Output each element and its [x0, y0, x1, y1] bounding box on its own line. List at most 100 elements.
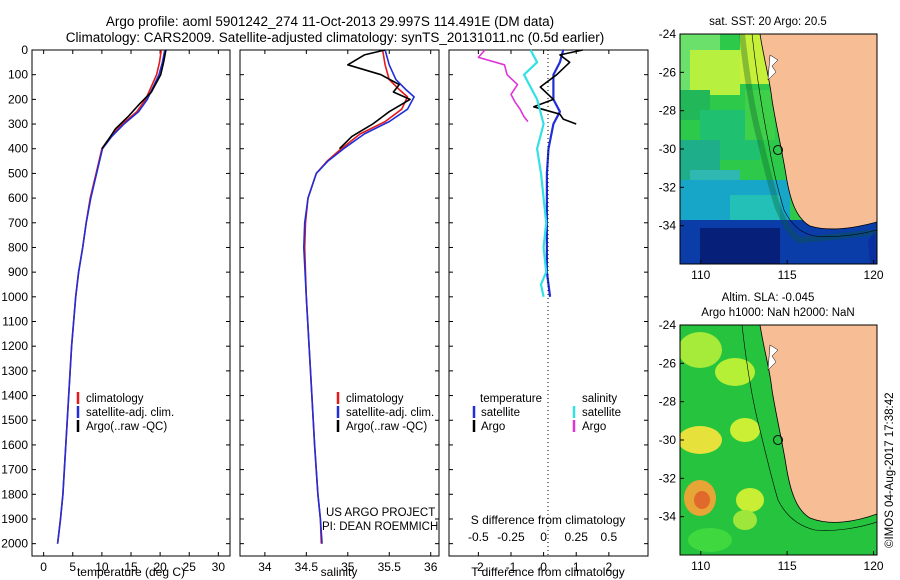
depth-tick-label: 400	[8, 142, 28, 156]
secondary-x-tick-label: 0	[540, 530, 547, 544]
depth-tick-label: 900	[8, 265, 28, 279]
legend-label-satellite-adj: satellite-adj. clim.	[86, 407, 174, 419]
series-line-satellite-adj-clim-	[56, 49, 166, 544]
x-tick-label: 2	[606, 560, 613, 574]
x-tick-label: 0	[540, 560, 547, 574]
legend-label-satellite-adj: satellite-adj. clim.	[346, 407, 434, 419]
x-tick-label: 1	[573, 560, 580, 574]
secondary-x-tick-label: -0.5	[468, 530, 489, 544]
legend-salinity-header: salinity	[582, 393, 617, 405]
series-line-climatology	[56, 49, 163, 544]
lon-tick-label: 110	[691, 559, 710, 573]
x-tick-label: 34	[258, 560, 272, 574]
lon-tick-label: 120	[864, 268, 884, 282]
temperature-legend: climatology satellite-adj. clim. Argo(..…	[76, 392, 174, 433]
series-line-satellite-adj-clim-	[302, 49, 415, 544]
depth-tick-label: 100	[8, 68, 28, 82]
difference-plot: -2 -1 0 1 2 -0.5 -0.25 0 0.25 0.5	[468, 49, 618, 574]
sla-map-title-line2: Argo h1000: NaN h2000: NaN	[701, 307, 854, 319]
argo-location-marker	[773, 145, 783, 155]
lat-tick-label: -30	[659, 433, 677, 447]
figure-title-line1: Argo profile: aoml 5901242_274 11-Oct-20…	[106, 14, 554, 29]
x-tick-label: 35	[341, 560, 355, 574]
series-line-argo-raw-qc-	[338, 49, 411, 150]
series-line-argo	[477, 49, 529, 123]
depth-axis: 0 100 200 300 400 500 600 700 800 900 1000 1100 1200…	[1, 43, 648, 551]
depth-tick-label: 2000	[1, 537, 28, 551]
secondary-x-tick-label: -0.25	[497, 530, 525, 544]
temperature-plot: 0 5 10 15 20 25 30	[40, 49, 225, 574]
depth-tick-label: 0	[21, 43, 28, 57]
secondary-x-tick-label: 0.25	[565, 530, 589, 544]
x-tick-label: -2	[473, 560, 484, 574]
depth-tick-label: 200	[8, 92, 28, 106]
depth-tick-label: 300	[8, 117, 28, 131]
salinity-legend: climatology satellite-adj. clim. Argo(..…	[336, 392, 434, 433]
salinity-axis-label: salinity	[321, 565, 358, 579]
secondary-x-tick-label: 0.5	[601, 530, 618, 544]
legend-label-climatology: climatology	[86, 393, 144, 405]
depth-tick-label: 1200	[1, 339, 28, 353]
x-tick-label: 35.5	[378, 560, 402, 574]
x-tick-label: 34.5	[295, 560, 319, 574]
legend-label-sal-argo: Argo	[582, 421, 606, 433]
temperature-axis-label: temperature (deg C)	[77, 565, 185, 579]
lat-tick-label: -34	[659, 510, 677, 524]
x-tick-label: -1	[506, 560, 517, 574]
sst-map-title: sat. SST: 20 Argo: 20.5	[709, 16, 827, 28]
lat-tick-label: -32	[659, 471, 677, 485]
series-line-argo-raw-qc-	[101, 49, 167, 150]
x-tick-label: 5	[69, 560, 76, 574]
depth-tick-label: 1000	[1, 290, 28, 304]
legend-temperature-header: temperature	[480, 393, 542, 405]
temperature-panel-frame	[31, 49, 231, 557]
lat-tick-label: -34	[659, 219, 677, 233]
series-line-climatology	[303, 49, 409, 544]
salinity-panel-frame	[239, 49, 440, 557]
salinity-plot: 34 34.5 35 35.5 36	[258, 49, 438, 574]
difference-legend: temperature salinity satellite Argo sate…	[472, 393, 621, 433]
lat-tick-label: -30	[659, 142, 677, 156]
figure-title-line2: Climatology: CARS2009. Satellite-adjuste…	[66, 30, 605, 45]
lat-tick-label: -26	[659, 65, 677, 79]
depth-tick-label: 1100	[2, 315, 28, 329]
lat-tick-label: -32	[659, 180, 677, 194]
sla-map	[680, 325, 877, 555]
depth-tick-label: 1400	[1, 389, 28, 403]
depth-tick-label: 500	[8, 166, 28, 180]
argo-location-marker	[773, 435, 783, 445]
lat-tick-label: -24	[659, 27, 677, 41]
x-tick-label: 36	[424, 560, 438, 574]
sst-map-axes: -24 -26 -28 -30 -32 -34 110 115 120	[659, 27, 884, 282]
imos-stamp: ©IMOS 04-Aug-2017 17:38:42	[884, 392, 896, 548]
sst-map	[680, 34, 877, 264]
series-line-argo	[532, 49, 583, 125]
depth-tick-label: 800	[8, 240, 28, 254]
depth-tick-label: 700	[8, 216, 28, 230]
legend-label-argo: Argo(..raw -QC)	[86, 421, 167, 433]
sla-map-title-line1: Altim. SLA: -0.045	[722, 292, 815, 304]
lon-tick-label: 115	[778, 268, 797, 282]
lon-tick-label: 120	[864, 559, 884, 573]
x-tick-label: 0	[40, 560, 47, 574]
lon-tick-label: 110	[691, 268, 710, 282]
lat-tick-label: -26	[659, 356, 677, 370]
depth-tick-label: 1600	[1, 438, 28, 452]
x-tick-label: 25	[183, 560, 197, 574]
project-line2: PI: DEAN ROEMMICH	[322, 521, 438, 533]
project-line1: US ARGO PROJECT	[326, 507, 435, 519]
x-tick-label: 10	[95, 560, 109, 574]
t-difference-axis-label: T difference from climatology	[471, 565, 625, 579]
lat-tick-label: -24	[659, 318, 677, 332]
lon-tick-label: 115	[778, 559, 797, 573]
depth-tick-label: 1700	[1, 463, 28, 477]
depth-tick-label: 1300	[1, 364, 28, 378]
legend-label-temp-satellite: satellite	[481, 407, 520, 419]
x-tick-label: 15	[124, 560, 138, 574]
sla-map-axes: -24 -26 -28 -30 -32 -34 110 115 120	[659, 318, 884, 573]
legend-label-argo: Argo(..raw -QC)	[346, 421, 427, 433]
lat-tick-label: -28	[659, 395, 677, 409]
depth-tick-label: 1800	[1, 487, 28, 501]
series-line-satellite	[545, 49, 565, 297]
